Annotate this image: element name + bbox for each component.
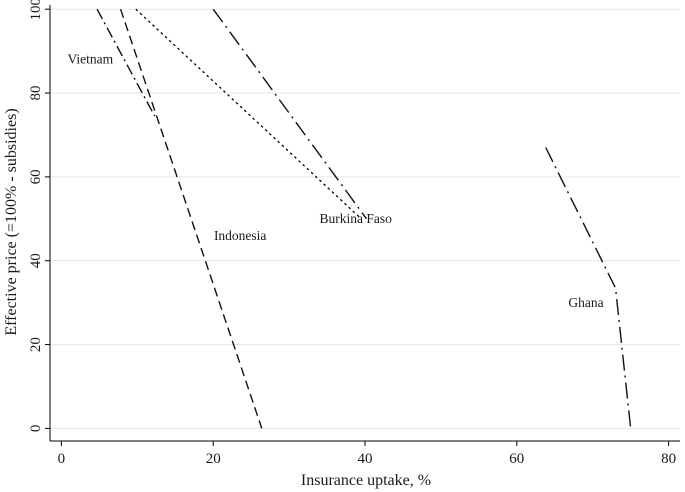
x-tick-label: 20 [206, 451, 221, 467]
y-axis-title: Effective price (=100% - subsidies) [3, 108, 20, 335]
gridlines [50, 8, 680, 429]
x-tick-label: 80 [661, 451, 676, 467]
label-burkina-faso: Burkina Faso [319, 211, 392, 226]
series-line-indonesia-dashed [119, 8, 263, 429]
series-line-burkina-faso-long-dash-dot [212, 8, 368, 220]
y-tick-label: 20 [28, 337, 44, 352]
y-tick-label: 100 [28, 0, 44, 20]
series-line-vietnam-dotted [135, 8, 362, 220]
series-annotations: Vietnam Indonesia Burkina Faso Ghana [67, 52, 603, 310]
y-tick-label: 60 [28, 169, 44, 184]
x-ticks: 0 20 40 60 80 [58, 441, 676, 467]
label-vietnam: Vietnam [67, 52, 113, 67]
x-tick-label: 0 [58, 451, 66, 467]
label-indonesia: Indonesia [214, 228, 266, 243]
series-lines [96, 8, 632, 429]
y-tick-label: 40 [28, 253, 44, 268]
label-ghana: Ghana [568, 295, 603, 310]
x-tick-label: 40 [358, 451, 373, 467]
x-tick-label: 60 [509, 451, 524, 467]
y-ticks: 0 20 40 60 80 100 [28, 0, 50, 432]
y-tick-label: 80 [28, 86, 44, 101]
y-tick-label: 0 [28, 425, 44, 433]
x-axis-title: Insurance uptake, % [301, 472, 431, 489]
series-line-ghana-long-dash-dot [545, 147, 632, 429]
